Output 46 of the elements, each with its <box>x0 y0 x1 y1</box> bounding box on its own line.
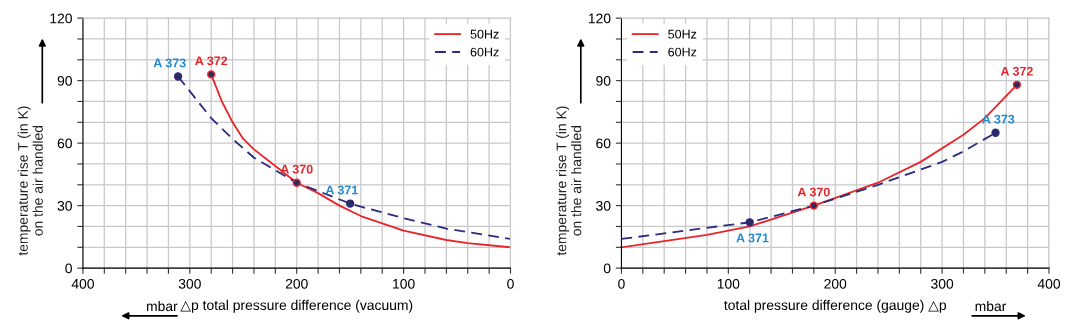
text: mbar <box>146 300 178 312</box>
point <box>991 128 1000 137</box>
legend-label: 60Hz <box>470 47 499 57</box>
point <box>173 72 183 81</box>
point <box>1012 80 1022 89</box>
x-tick-label: 0 <box>507 278 514 289</box>
point <box>292 178 301 187</box>
y-tick-label: 120 <box>588 13 611 24</box>
x-tick-label: 0 <box>618 278 625 289</box>
x-tick-label: 200 <box>824 278 847 289</box>
x-tick-label: 200 <box>285 278 308 289</box>
point <box>745 218 754 227</box>
y-tick-label: 90 <box>57 75 72 86</box>
y-tick-label: 0 <box>603 263 611 274</box>
y-tick-label: 90 <box>596 75 611 86</box>
y-tick-label: 60 <box>57 138 72 149</box>
annotation: A 370 <box>797 187 830 197</box>
annotation: A 372 <box>1000 66 1033 76</box>
annotation: A 371 <box>736 233 769 243</box>
y-tick-label: 120 <box>50 13 72 24</box>
x-axis-title: total pressure difference (gauge) △p <box>724 299 947 313</box>
point <box>809 201 819 210</box>
annotation: A 373 <box>153 58 186 68</box>
y-tick-label: 30 <box>57 200 72 211</box>
point <box>345 199 355 208</box>
y-tick-label: 0 <box>65 263 72 274</box>
y-axis-title: temperature rise T (in K) on the air handled <box>17 106 43 256</box>
text: mbar <box>975 300 1007 312</box>
legend-label: 60Hz <box>668 47 697 57</box>
annotation: A 372 <box>195 56 228 66</box>
x-tick-label: 400 <box>71 278 94 289</box>
x-axis-title: △p total pressure difference (vacuum) <box>180 299 413 313</box>
legend-label: 50Hz <box>668 29 697 39</box>
y-tick-label: 30 <box>596 200 611 211</box>
x-tick-label: 300 <box>931 278 954 289</box>
x-tick-label: 100 <box>717 278 740 289</box>
y-axis-title: temperature rise T (in K) on the air handled <box>556 106 582 256</box>
y-tick-label: 60 <box>596 138 611 149</box>
legend-label: 50Hz <box>470 29 499 39</box>
annotation: A 373 <box>982 114 1015 124</box>
annotation: A 371 <box>325 185 358 195</box>
annotation: A 370 <box>280 164 313 174</box>
point <box>207 70 216 79</box>
x-tick-label: 100 <box>393 278 415 289</box>
x-tick-label: 400 <box>1037 278 1061 289</box>
x-tick-label: 300 <box>178 278 201 289</box>
